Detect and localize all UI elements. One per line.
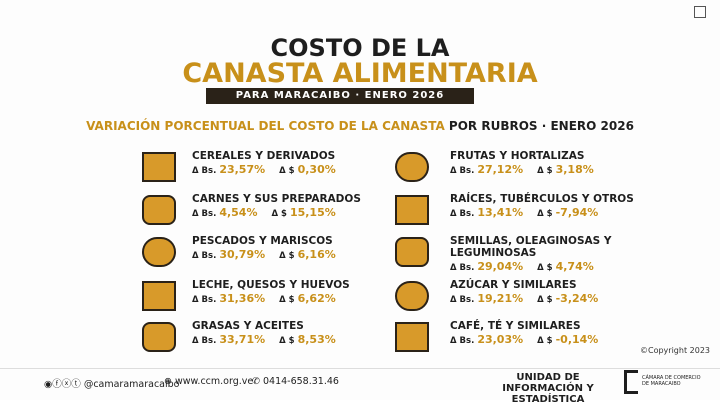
usd-label: Δ $ [537, 295, 553, 305]
bs-value: 30,79% [219, 248, 266, 261]
item: RAÍCES, TUBÉRCULOS Y OTROS Δ Bs. 13,41% Δ $… [450, 193, 640, 219]
bs-value: 19,21% [477, 292, 524, 305]
item-name: FRUTAS Y HORTALIZAS [450, 150, 585, 162]
item-icon [395, 152, 429, 182]
item-values: Δ Bs. 29,04% Δ $4,74% [450, 260, 640, 273]
item-name: AZÚCAR Y SIMILARES [450, 279, 577, 291]
item-name: LECHE, QUESOS Y HUEVOS [192, 279, 350, 291]
item-name: CARNES Y SUS PREPARADOS [192, 193, 361, 205]
item-icon [142, 281, 176, 311]
item-icon [395, 237, 429, 267]
item-values: Δ Bs. 23,57% Δ $0,30% [192, 163, 382, 176]
title-line2: CANASTA ALIMENTARIA [182, 58, 538, 89]
item-values: Δ Bs. 33,71% Δ $8,53% [192, 333, 382, 346]
item-values: Δ Bs. 27,12% Δ $3,18% [450, 163, 640, 176]
title-line1: COSTO DE LA [270, 34, 450, 62]
bs-label: Δ Bs. [192, 336, 217, 346]
item: CEREALES Y DERIVADOS Δ Bs. 23,57% Δ $0,30% [192, 150, 382, 176]
usd-value: 0,30% [297, 163, 336, 176]
usd-value: -0,14% [555, 333, 599, 346]
bs-label: Δ Bs. [450, 263, 475, 273]
item-name: SEMILLAS, OLEAGINOSAS Y LEGUMINOSAS [450, 235, 612, 259]
usd-value: 6,16% [297, 248, 336, 261]
phone: ✆ 0414-658.31.46 [252, 376, 339, 387]
item-values: Δ Bs. 31,36% Δ $6,62% [192, 292, 382, 305]
bs-label: Δ Bs. [450, 166, 475, 176]
item-icon [142, 195, 176, 225]
usd-label: Δ $ [271, 209, 287, 219]
item: AZÚCAR Y SIMILARES Δ Bs. 19,21% Δ $ -3,24% [450, 279, 640, 305]
bs-value: 13,41% [477, 206, 524, 219]
section-heading: VARIACIÓN PORCENTUAL DEL COSTO DE LA CAN… [0, 119, 720, 133]
item-icon [395, 195, 429, 225]
bs-label: Δ Bs. [192, 251, 217, 261]
bs-label: Δ Bs. [450, 336, 475, 346]
heading-tail: POR RUBROS · ENERO 2026 [448, 119, 634, 133]
usd-value: 15,15% [289, 206, 336, 219]
web-url: www.ccm.org.ve [174, 376, 254, 387]
bs-label: Δ Bs. [192, 209, 217, 219]
heading-main: VARIACIÓN PORCENTUAL DEL COSTO DE LA CAN… [86, 119, 445, 133]
phone-number: 0414-658.31.46 [262, 376, 339, 387]
item-icon [142, 237, 176, 267]
item-name: CEREALES Y DERIVADOS [192, 150, 336, 162]
usd-label: Δ $ [537, 209, 553, 219]
usd-value: 4,74% [555, 260, 594, 273]
bs-label: Δ Bs. [450, 209, 475, 219]
bs-value: 23,57% [219, 163, 266, 176]
item-name: RAÍCES, TUBÉRCULOS Y OTROS [450, 193, 634, 205]
item-values: Δ Bs. 19,21% Δ $ -3,24% [450, 292, 640, 305]
item-icon [142, 322, 176, 352]
bs-label: Δ Bs. [192, 166, 217, 176]
usd-value: -7,94% [555, 206, 599, 219]
copyright: ©Copyright 2023 [640, 346, 710, 355]
bs-label: Δ Bs. [192, 295, 217, 305]
item-values: Δ Bs. 30,79% Δ $6,16% [192, 248, 382, 261]
item: CAFÉ, TÉ Y SIMILARES Δ Bs. 23,03% Δ $ -0,14% [450, 320, 640, 346]
bs-value: 23,03% [477, 333, 524, 346]
item: CARNES Y SUS PREPARADOS Δ Bs. 4,54% Δ $15,1… [192, 193, 382, 219]
item-icon [395, 322, 429, 352]
bs-label: Δ Bs. [450, 295, 475, 305]
subtitle: PARA MARACAIBO · ENERO 2026 [206, 88, 474, 104]
item: SEMILLAS, OLEAGINOSAS Y LEGUMINOSAS Δ Bs.… [450, 235, 640, 273]
item-name: CAFÉ, TÉ Y SIMILARES [450, 320, 581, 332]
unit: UNIDAD DE INFORMACIÓN Y ESTADÍSTICA [502, 372, 594, 405]
bs-value: 31,36% [219, 292, 266, 305]
item: GRASAS Y ACEITES Δ Bs. 33,71% Δ $8,53% [192, 320, 382, 346]
usd-value: 6,62% [297, 292, 336, 305]
item: LECHE, QUESOS Y HUEVOS Δ Bs. 31,36% Δ $6,62… [192, 279, 382, 305]
item-values: Δ Bs. 4,54% Δ $15,15% [192, 206, 382, 219]
item-values: Δ Bs. 13,41% Δ $ -7,94% [450, 206, 640, 219]
social-handle: @camaramaracaibo [83, 379, 180, 390]
org: CÁMARA DE COMERCIO DE MARACAIBO [642, 375, 701, 387]
usd-label: Δ $ [279, 336, 295, 346]
usd-value: 3,18% [555, 163, 594, 176]
usd-label: Δ $ [279, 251, 295, 261]
usd-label: Δ $ [537, 166, 553, 176]
usd-value: -3,24% [555, 292, 599, 305]
bs-value: 29,04% [477, 260, 524, 273]
item-values: Δ Bs. 23,03% Δ $ -0,14% [450, 333, 640, 346]
item-icon [142, 152, 176, 182]
usd-label: Δ $ [537, 336, 553, 346]
social: ◉ⓕⓧⓣ @camaramaracaibo [44, 379, 180, 390]
item-name: GRASAS Y ACEITES [192, 320, 304, 332]
bs-value: 33,71% [219, 333, 266, 346]
web: ⊕ www.ccm.org.ve [164, 376, 254, 387]
item-icon [395, 281, 429, 311]
item-name: PESCADOS Y MARISCOS [192, 235, 333, 247]
usd-label: Δ $ [279, 166, 295, 176]
usd-value: 8,53% [297, 333, 336, 346]
fullscreen-button[interactable] [694, 6, 706, 18]
usd-label: Δ $ [279, 295, 295, 305]
divider [0, 368, 720, 369]
bs-value: 27,12% [477, 163, 524, 176]
bs-value: 4,54% [219, 206, 258, 219]
item: PESCADOS Y MARISCOS Δ Bs. 30,79% Δ $6,16% [192, 235, 382, 261]
item: FRUTAS Y HORTALIZAS Δ Bs. 27,12% Δ $3,18% [450, 150, 640, 176]
logo [624, 370, 638, 394]
usd-label: Δ $ [537, 263, 553, 273]
